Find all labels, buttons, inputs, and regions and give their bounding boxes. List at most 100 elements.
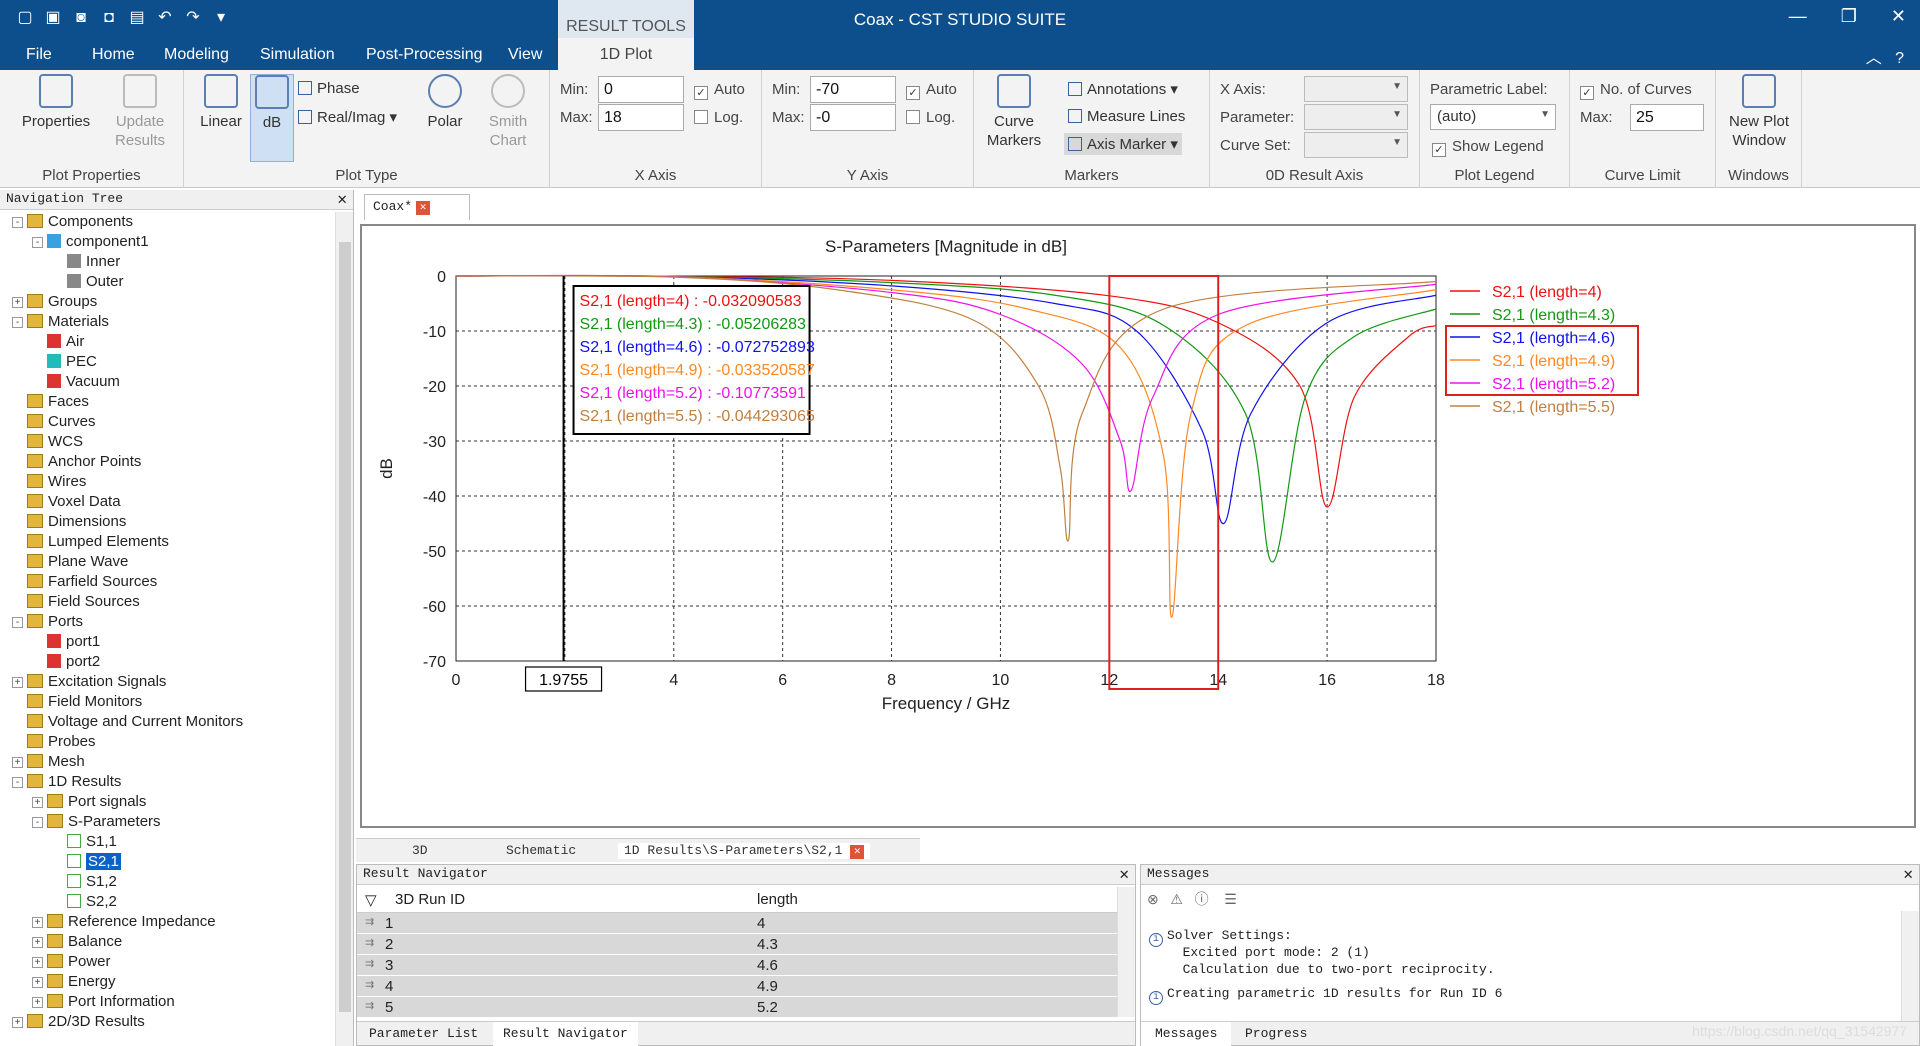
minimize-icon[interactable]: — — [1788, 6, 1807, 26]
tree-item[interactable]: Outer — [52, 272, 124, 292]
tree-item[interactable]: - 1D Results — [12, 772, 121, 792]
print-icon[interactable]: ▤ — [129, 9, 145, 26]
tree-item[interactable]: port1 — [32, 632, 100, 652]
tree-item[interactable]: + Power — [32, 952, 111, 972]
tree-item[interactable]: Voxel Data — [12, 492, 121, 512]
open-folder-icon[interactable]: ▣ — [45, 9, 61, 26]
expand-toggle-icon[interactable]: + — [12, 757, 23, 768]
tab-parameter-list[interactable]: Parameter List — [369, 1026, 479, 1041]
axis-marker-button[interactable]: Axis Marker ▾ — [1064, 133, 1182, 155]
y-max-input[interactable] — [810, 104, 896, 131]
tree-item[interactable]: Field Sources — [12, 592, 140, 612]
tree-item[interactable]: + Balance — [32, 932, 122, 952]
expand-toggle-icon[interactable]: + — [12, 1017, 23, 1028]
tree-item[interactable]: - Components — [12, 212, 133, 232]
close-icon[interactable]: ✕ — [850, 845, 865, 859]
y-auto-checkbox[interactable]: ✓ Auto — [906, 81, 957, 100]
polar-button[interactable]: Polar — [420, 74, 470, 131]
tree-item[interactable]: + Excitation Signals — [12, 672, 166, 692]
tab-view[interactable]: View — [508, 46, 543, 63]
tab-schematic[interactable]: Schematic — [506, 843, 577, 858]
tree-item[interactable]: S1,1 — [52, 832, 117, 852]
tab-result-navigator[interactable]: Result Navigator — [493, 1022, 638, 1046]
info-filter-icon[interactable]: ⓘ — [1194, 891, 1209, 907]
expand-toggle-icon[interactable]: + — [32, 977, 43, 988]
curve-set-dropdown[interactable]: ▼ — [1304, 132, 1408, 158]
tree-item[interactable]: - component1 — [32, 232, 149, 252]
no-of-curves-checkbox[interactable]: ✓ No. of Curves — [1580, 81, 1692, 100]
tab-home[interactable]: Home — [92, 46, 135, 63]
tree-item[interactable]: Anchor Points — [12, 452, 141, 472]
tree-item[interactable]: Inner — [52, 252, 120, 272]
tree-item[interactable]: Faces — [12, 392, 89, 412]
tree-item[interactable]: - S-Parameters — [32, 812, 161, 832]
result-scrollbar[interactable] — [1117, 887, 1135, 1017]
expand-toggle-icon[interactable]: + — [32, 937, 43, 948]
tab-3d[interactable]: 3D — [412, 843, 428, 858]
tree-item[interactable]: Farfield Sources — [12, 572, 157, 592]
save-icon[interactable]: ◙ — [76, 9, 86, 26]
table-row[interactable]: ⇉ 5 5.2 — [357, 997, 1117, 1018]
tree-item[interactable]: S1,2 — [52, 872, 117, 892]
close-icon[interactable]: ✕ — [337, 191, 347, 209]
tree-item[interactable]: Lumped Elements — [12, 532, 169, 552]
tree-item[interactable]: + Mesh — [12, 752, 85, 772]
expand-toggle-icon[interactable]: - — [12, 777, 23, 788]
parametric-label-dropdown[interactable]: (auto) ▼ — [1430, 104, 1556, 130]
save-all-icon[interactable]: ◘ — [104, 9, 114, 26]
annotations-button[interactable]: Annotations ▾ — [1068, 80, 1178, 98]
expand-toggle-icon[interactable]: + — [32, 797, 43, 808]
new-file-icon[interactable]: ▢ — [17, 9, 33, 26]
table-row[interactable]: ⇉ 2 4.3 — [357, 934, 1117, 955]
expand-toggle-icon[interactable]: + — [12, 297, 23, 308]
curve-markers-button[interactable]: Curve Markers — [980, 74, 1048, 150]
tree-item[interactable]: + Reference Impedance — [32, 912, 216, 932]
tab-1d-result[interactable]: 1D Results\S-Parameters\S2,1 ✕ — [618, 843, 871, 859]
tree-item[interactable]: Voltage and Current Monitors — [12, 712, 243, 732]
realimag-button[interactable]: Real/Imag ▾ — [298, 108, 397, 126]
expand-toggle-icon[interactable]: - — [12, 617, 23, 628]
tree-item[interactable]: +2D/3D Results — [12, 1012, 145, 1032]
x-auto-checkbox[interactable]: ✓ Auto — [694, 81, 745, 100]
tree-item[interactable]: + Port signals — [32, 792, 146, 812]
expand-toggle-icon[interactable]: + — [12, 677, 23, 688]
s-parameter-chart[interactable]: S-Parameters [Magnitude in dB]0246810121… — [362, 226, 1914, 826]
expand-toggle-icon[interactable]: - — [32, 817, 43, 828]
table-row[interactable]: ⇉ 1 4 — [357, 913, 1117, 934]
show-legend-checkbox[interactable]: ✓ Show Legend — [1432, 138, 1544, 157]
redo-icon[interactable]: ↷ — [186, 9, 200, 26]
tab-simulation[interactable]: Simulation — [260, 46, 335, 63]
x-min-input[interactable] — [598, 76, 684, 103]
tree-item[interactable]: S2,2 — [52, 892, 117, 912]
tree-item[interactable]: + Port Information — [32, 992, 175, 1012]
table-row[interactable]: ⇉ 3 4.6 — [357, 955, 1117, 976]
y-min-input[interactable] — [810, 76, 896, 103]
undo-icon[interactable]: ↶ — [158, 9, 172, 26]
restore-icon[interactable]: ❐ — [1840, 6, 1857, 26]
tree-item[interactable]: Field Monitors — [12, 692, 142, 712]
close-icon[interactable]: ✕ — [1119, 866, 1129, 884]
tab-1d-plot[interactable]: 1D Plot — [558, 38, 694, 70]
tab-post-processing[interactable]: Post-Processing — [366, 46, 483, 63]
tree-item[interactable]: Vacuum — [32, 372, 120, 392]
tab-modeling[interactable]: Modeling — [164, 46, 229, 63]
x-axis-dropdown[interactable]: ▼ — [1304, 76, 1408, 102]
tree-item[interactable]: + Energy — [32, 972, 116, 992]
phase-button[interactable]: Phase — [298, 80, 360, 97]
tree-item[interactable]: - Ports — [12, 612, 83, 632]
tab-file[interactable]: File — [26, 46, 52, 63]
curve-max-input[interactable] — [1630, 104, 1704, 131]
tree-item[interactable]: Plane Wave — [12, 552, 128, 572]
tree-item[interactable]: - Materials — [12, 312, 109, 332]
tree-item[interactable]: WCS — [12, 432, 83, 452]
document-tab-coax[interactable]: Coax* ✕ — [364, 194, 470, 220]
tree-item[interactable]: S2,1 — [52, 852, 121, 872]
x-max-input[interactable] — [598, 104, 684, 131]
filter-icon[interactable]: ▽ — [365, 892, 377, 909]
properties-button[interactable]: Properties — [16, 74, 96, 131]
tree-item[interactable]: Dimensions — [12, 512, 126, 532]
tree-item[interactable]: PEC — [32, 352, 97, 372]
db-button[interactable]: dB — [250, 74, 294, 162]
expand-toggle-icon[interactable]: + — [32, 997, 43, 1008]
tree-item[interactable]: + Groups — [12, 292, 97, 312]
